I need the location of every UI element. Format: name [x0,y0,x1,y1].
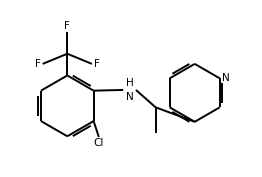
Text: F: F [94,59,100,69]
Text: H: H [126,78,133,88]
Text: N: N [126,92,133,102]
Text: F: F [64,21,70,31]
Text: N: N [222,73,230,83]
Text: F: F [35,59,41,69]
Text: Cl: Cl [94,138,104,148]
